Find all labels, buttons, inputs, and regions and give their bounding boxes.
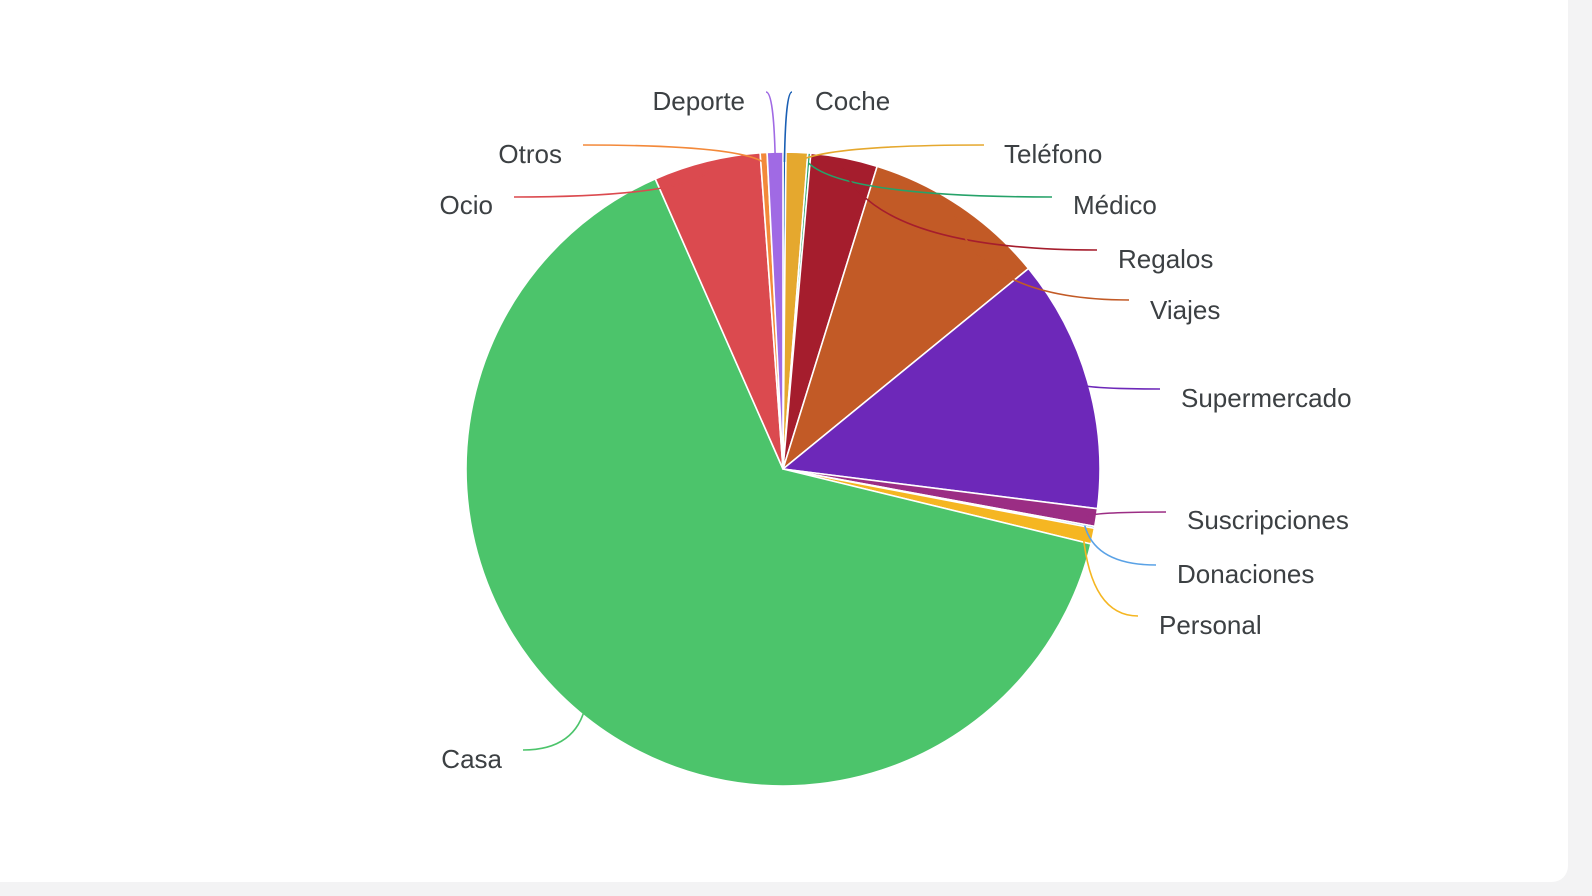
slice-label-donaciones: Donaciones [1177,559,1314,589]
leader-line-viajes [953,214,1130,301]
pie-chart: Coche Teléfono Médico Regalos Viajes Supermer… [440,86,1352,787]
slice-label-suscripciones: Suscripciones [1187,505,1349,535]
slice-label-telefono: Teléfono [1004,139,1102,169]
chart-card: Coche Teléfono Médico Regalos Viajes Supermer… [0,0,1568,882]
slice-label-medico: Médico [1073,190,1157,220]
slice-labels: Coche Teléfono Médico Regalos Viajes Supermer… [440,86,1352,774]
slice-label-personal: Personal [1159,610,1262,640]
slice-label-casa: Casa [441,744,502,774]
slice-label-supermercado: Supermercado [1181,383,1352,413]
slice-label-viajes: Viajes [1150,295,1220,325]
slice-label-ocio: Ocio [440,190,493,220]
pie-slice-supermercado[interactable] [782,267,1101,510]
leader-line-supermercado [1077,383,1161,390]
leader-line-deporte [765,91,777,163]
pie-slices [465,151,1101,787]
slice-label-deporte: Deporte [653,86,746,116]
leader-line-casa [522,704,587,751]
leader-line-ocio [513,170,710,198]
leader-line-donaciones [1083,525,1157,566]
slice-label-coche: Coche [815,86,890,116]
slice-label-regalos: Regalos [1118,244,1213,274]
leader-line-coche [783,91,793,163]
pie-slice-casa[interactable] [465,178,1092,787]
slice-label-otros: Otros [498,139,562,169]
leader-line-medico [807,162,1053,198]
leader-lines [513,91,1167,751]
leader-line-suscripciones [1086,511,1167,517]
leader-line-personal [1082,534,1139,617]
leader-line-regalos [841,167,1098,251]
leader-line-otros [582,144,765,164]
leader-line-telefono [796,144,985,163]
